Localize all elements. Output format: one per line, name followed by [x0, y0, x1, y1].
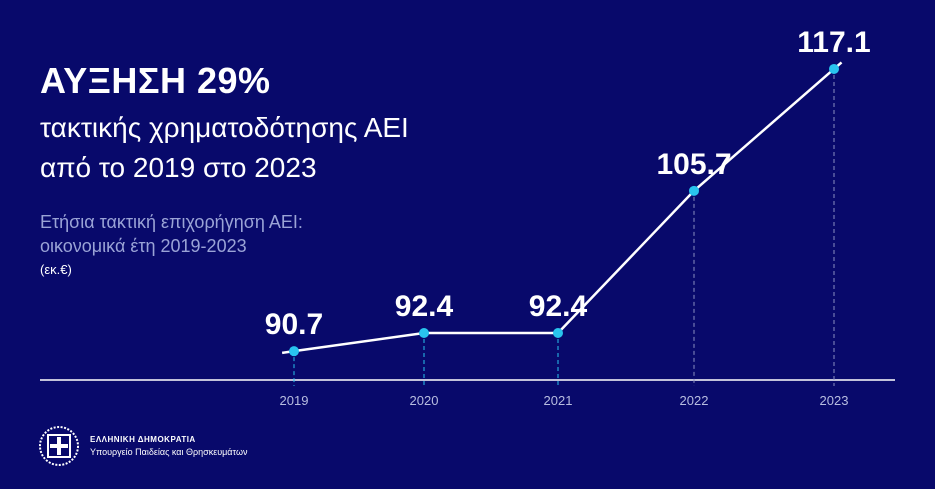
- subheadline-2: από το 2019 στο 2023: [40, 152, 317, 183]
- data-point-2019: [289, 346, 299, 357]
- data-label-2022: 105.7: [656, 148, 731, 181]
- subheadline-1: τακτικής χρηματοδότησης ΑΕΙ: [40, 112, 409, 143]
- x-tick-2020: 2020: [410, 393, 439, 408]
- description-1: Ετήσια τακτική επιχορήγηση ΑΕΙ:: [40, 212, 303, 232]
- data-label-2019: 90.7: [265, 308, 323, 341]
- x-tick-2021: 2021: [544, 393, 573, 408]
- data-label-2020: 92.4: [395, 290, 454, 323]
- x-tick-2022: 2022: [680, 393, 709, 408]
- footer-title: ΕΛΛΗΝΙΚΗ ΔΗΜΟΚΡΑΤΙΑ: [90, 435, 196, 444]
- data-point-2023: [829, 63, 839, 74]
- data-point-2022: [689, 185, 699, 196]
- unit-label: (εκ.€): [40, 262, 72, 277]
- x-tick-2023: 2023: [820, 393, 849, 408]
- footer-subtitle: Υπουργείο Παιδείας και Θρησκευμάτων: [90, 447, 248, 457]
- data-label-2023: 117.1: [797, 26, 870, 59]
- description-2: οικονομικά έτη 2019-2023: [40, 236, 247, 256]
- headline: ΑΥΞΗΣΗ 29%: [40, 60, 271, 101]
- x-tick-2019: 2019: [280, 393, 309, 408]
- data-point-2021: [553, 328, 563, 338]
- data-label-2021: 92.4: [529, 290, 588, 323]
- data-point-2020: [419, 328, 429, 338]
